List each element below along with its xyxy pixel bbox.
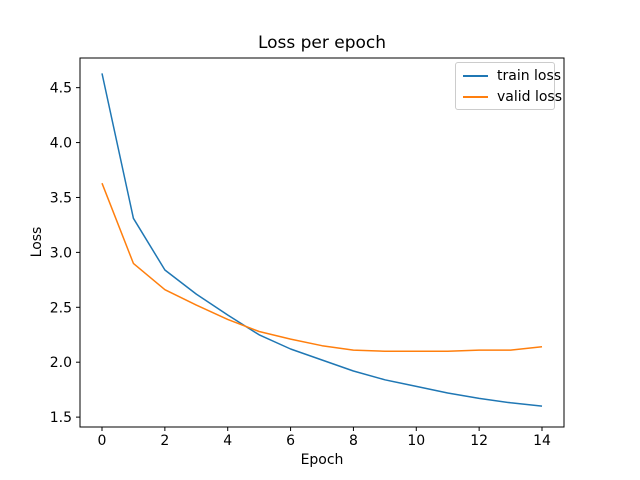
x-tick-label: 10	[407, 433, 425, 449]
x-tick-label: 14	[533, 433, 551, 449]
y-tick-label: 4.0	[50, 136, 72, 152]
y-tick-label: 2.5	[50, 300, 72, 316]
chart-title: Loss per epoch	[257, 33, 387, 53]
x-tick-label: 2	[160, 433, 169, 449]
valid-loss-line	[101, 182, 543, 352]
legend-item-valid-loss: valid loss	[463, 88, 562, 105]
legend-label-train-loss: train loss	[497, 67, 562, 84]
legend-label-valid-loss: valid loss	[497, 88, 563, 105]
y-tick-label: 3.5	[50, 190, 72, 206]
x-tick-label: 0	[98, 433, 107, 449]
y-tick-label: 2.0	[50, 355, 72, 371]
y-tick-label: 3.0	[50, 245, 72, 261]
legend-item-train-loss: train loss	[463, 67, 561, 84]
x-tick-label: 12	[470, 433, 488, 449]
x-axis-label: Epoch	[300, 452, 344, 468]
valid-loss-line-sample	[463, 95, 488, 98]
y-tick-label: 1.5	[50, 410, 72, 426]
x-tick-label: 8	[349, 433, 358, 449]
x-tick-label: 4	[223, 433, 232, 449]
train-loss-line-sample	[463, 74, 488, 77]
legend: train loss valid loss	[455, 62, 562, 110]
x-tick-label: 6	[286, 433, 295, 449]
axes-frame	[79, 57, 565, 428]
train-loss-line	[101, 73, 543, 407]
y-tick-label: 4.5	[50, 81, 72, 97]
